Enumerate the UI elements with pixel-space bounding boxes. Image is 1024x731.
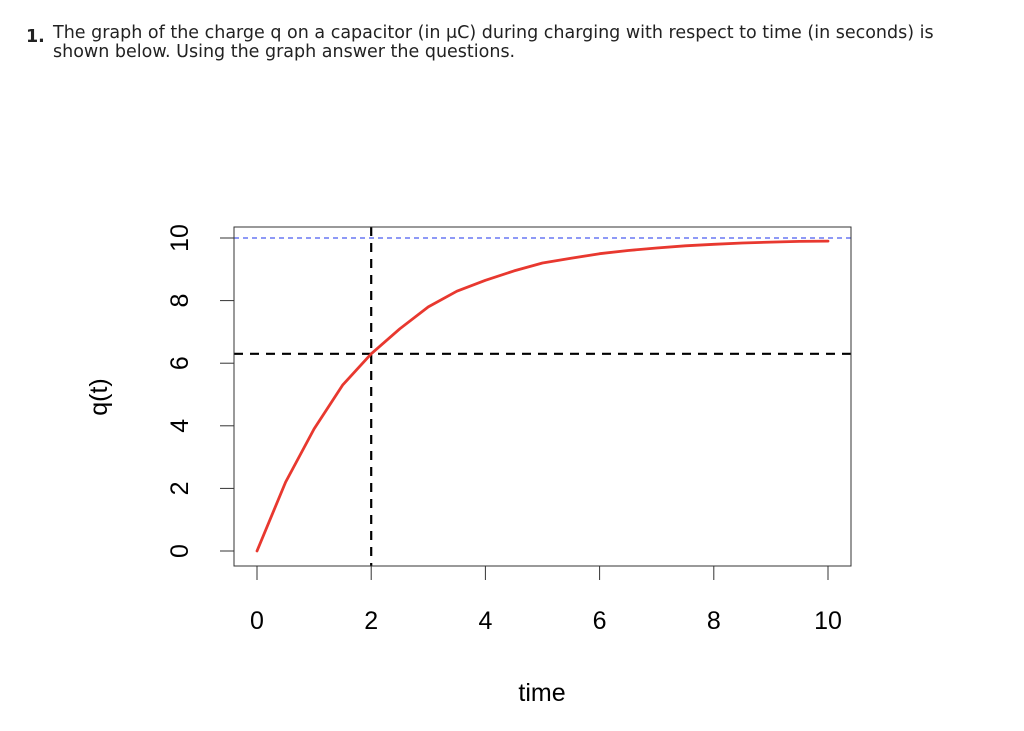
y-tick-label: 6 xyxy=(166,356,194,370)
x-tick-label: 0 xyxy=(250,607,264,635)
y-tick-label: 10 xyxy=(166,224,194,252)
plot-frame xyxy=(233,226,852,567)
y-axis-label: q(t) xyxy=(85,378,113,416)
x-tick-label: 10 xyxy=(814,607,842,635)
x-tick-label: 4 xyxy=(478,607,492,635)
y-tick-label: 8 xyxy=(166,294,194,308)
x-axis-label: time xyxy=(518,679,565,707)
x-tick-label: 2 xyxy=(364,607,378,635)
chart-series xyxy=(255,239,830,553)
chart-axes: 0 2 4 6 8 10 0 2 4 6 8 10 xyxy=(166,224,842,635)
question-number: 1. xyxy=(26,27,45,47)
y-tick-label: 2 xyxy=(166,481,194,495)
y-tick-label: 4 xyxy=(166,419,194,433)
x-tick-label: 6 xyxy=(593,607,607,635)
reference-lines xyxy=(234,227,851,566)
x-tick-label: 8 xyxy=(707,607,721,635)
question-line-2: shown below. Using the graph answer the … xyxy=(53,42,516,62)
y-tick-label: 0 xyxy=(166,544,194,558)
charge-curve xyxy=(255,239,830,553)
question-line-1: The graph of the charge q on a capacitor… xyxy=(53,23,934,43)
question-text: The graph of the charge q on a capacitor… xyxy=(53,24,973,62)
